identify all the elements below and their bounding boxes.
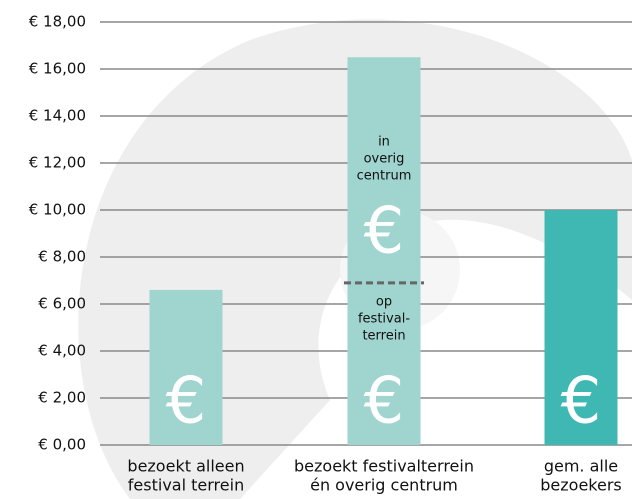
y-tick-label: € 12,00 — [29, 154, 86, 172]
bar-symbol: € — [364, 194, 405, 268]
x-tick-label: festival terrein — [128, 476, 244, 495]
x-tick-label: gem. alle — [544, 457, 618, 476]
bar-symbol: € — [166, 365, 207, 439]
x-tick-label: bezoekt festivalterrein — [294, 457, 474, 476]
y-tick-label: € 2,00 — [38, 389, 86, 407]
x-tick-label: én overig centrum — [310, 476, 458, 495]
y-tick-label: € 6,00 — [38, 295, 86, 313]
annotation: centrum — [357, 169, 412, 184]
chart: € 0,00 € 2,00 € 4,00 € 6,00 € 8,00 € 10,00 € 1… — [0, 0, 632, 499]
annotation: in — [378, 135, 390, 150]
y-tick-label: € 4,00 — [38, 342, 86, 360]
x-tick-label: bezoekers — [540, 476, 621, 495]
annotation: overig — [364, 152, 405, 167]
y-tick-label: € 14,00 — [29, 107, 86, 125]
y-tick-label: € 16,00 — [29, 60, 86, 78]
annotation: op — [376, 294, 392, 309]
annotation: terrein — [362, 328, 405, 343]
annotation: festival- — [358, 311, 410, 326]
x-tick-label: bezoekt alleen — [127, 457, 244, 476]
bar-symbol: € — [364, 365, 405, 439]
bar-symbol: € — [561, 365, 602, 439]
y-tick-label: € 18,00 — [29, 13, 86, 31]
y-tick-label: € 10,00 — [29, 201, 86, 219]
y-tick-label: € 0,00 — [38, 436, 86, 454]
y-tick-label: € 8,00 — [38, 248, 86, 266]
